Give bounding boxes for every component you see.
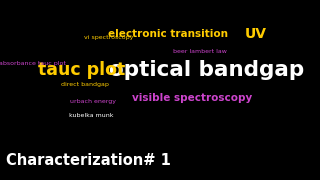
- Text: electronic transition: electronic transition: [108, 29, 228, 39]
- Text: tauc plot: tauc plot: [38, 61, 125, 79]
- Text: optical bandgap: optical bandgap: [109, 60, 304, 80]
- Text: beer lambert law: beer lambert law: [173, 50, 227, 54]
- Text: kubelka munk: kubelka munk: [69, 113, 114, 118]
- Text: UV: UV: [245, 27, 267, 41]
- Text: Characterization# 1: Characterization# 1: [6, 153, 171, 168]
- Text: urbach energy: urbach energy: [70, 99, 116, 104]
- Text: visible spectroscopy: visible spectroscopy: [132, 93, 252, 103]
- Text: absorbance tauc plot: absorbance tauc plot: [0, 61, 65, 66]
- Text: vi spectroscopy: vi spectroscopy: [84, 35, 133, 40]
- Text: direct bandgap: direct bandgap: [61, 82, 109, 87]
